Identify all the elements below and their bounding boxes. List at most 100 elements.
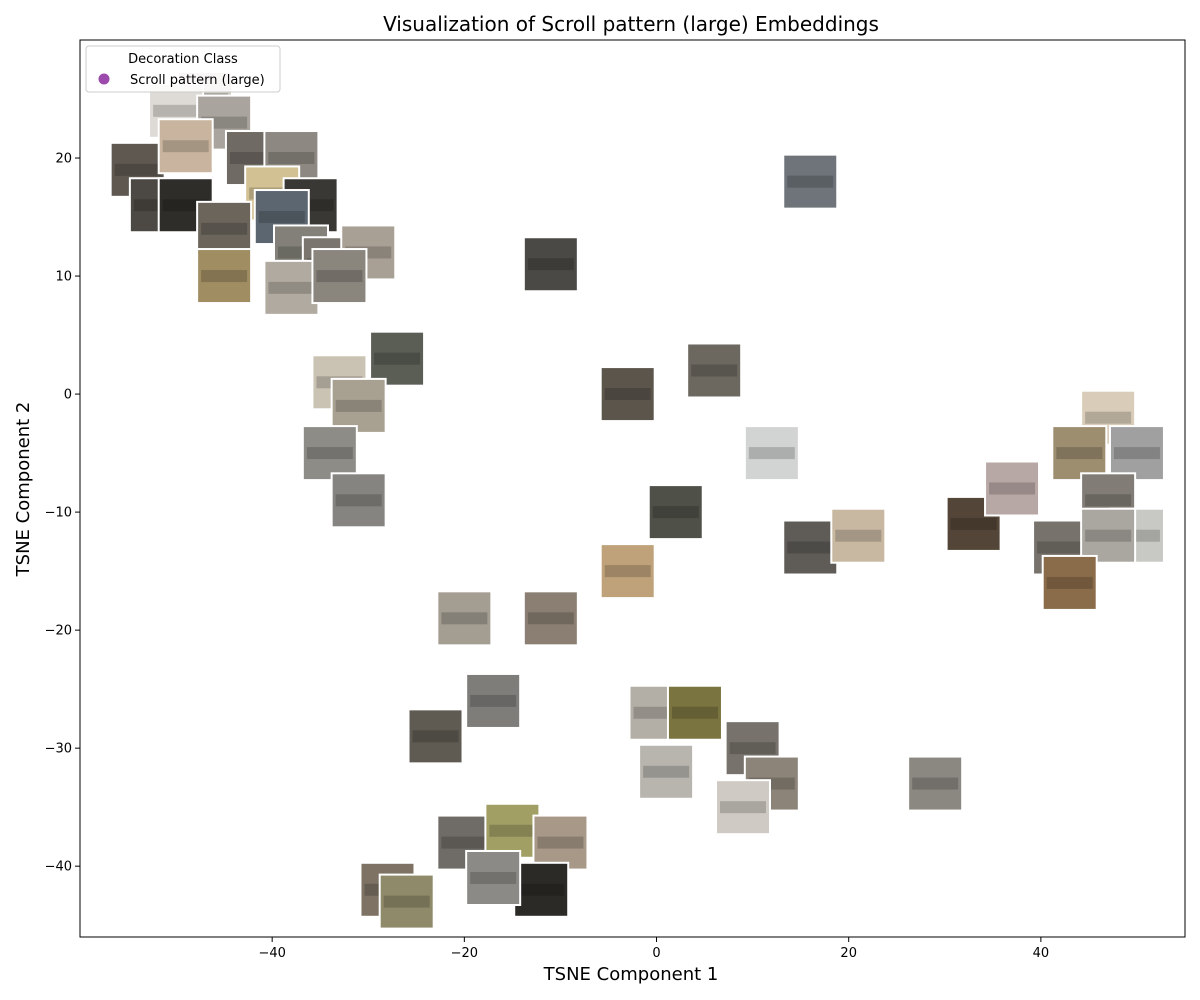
scatter-point-thumbnail [522, 236, 579, 293]
scatter-point-thumbnail [1080, 389, 1137, 446]
scatter-point-thumbnail [686, 342, 743, 399]
thumbnail-tile [196, 248, 253, 305]
thumbnail-tile [196, 200, 253, 257]
thumbnail-texture [268, 152, 315, 165]
thumbnail-tile [1108, 425, 1165, 482]
scatter-point-thumbnail [465, 849, 522, 906]
thumbnail-tile [715, 779, 771, 836]
thumbnail-tile [330, 472, 387, 529]
scatter-point-thumbnail [830, 507, 887, 564]
thumbnail-texture [201, 270, 248, 283]
y-tick-label: 10 [55, 270, 72, 285]
y-tick-label: −40 [45, 860, 72, 875]
thumbnail-texture [1113, 447, 1160, 460]
thumbnail-texture [652, 506, 699, 519]
thumbnail-tile [599, 366, 656, 423]
thumbnail-texture [114, 163, 161, 176]
x-tick-label: −40 [258, 946, 285, 961]
scatter-point-thumbnail [436, 590, 493, 647]
thumbnail-texture [153, 104, 200, 117]
thumbnail-texture [335, 494, 382, 507]
scatter-point-thumbnail [638, 743, 695, 800]
thumbnail-texture [643, 765, 690, 778]
scatter-point-thumbnail [1108, 425, 1165, 482]
scatter-point-thumbnail [301, 425, 358, 482]
thumbnail-texture [1085, 411, 1132, 424]
scatter-point-thumbnail [522, 590, 579, 647]
scatter-point-thumbnail [1080, 507, 1137, 564]
thumbnail-texture [950, 517, 997, 530]
scatter-point-thumbnail [407, 708, 464, 765]
thumbnail-texture [720, 801, 766, 814]
thumbnail-texture [441, 836, 488, 849]
thumbnail-texture [835, 529, 882, 542]
thumbnail-texture [162, 140, 209, 153]
thumbnail-texture [1085, 529, 1132, 542]
thumbnail-tile [647, 484, 704, 541]
thumbnail-tile [666, 684, 723, 741]
scatter-point-thumbnail [378, 873, 435, 930]
x-tick-label: −20 [451, 946, 478, 961]
thumbnail-tile [157, 118, 214, 175]
scatter-point-thumbnail [465, 672, 522, 729]
y-tick-label: 0 [64, 388, 72, 403]
thumbnail-texture [537, 836, 584, 849]
thumbnail-texture [441, 612, 488, 625]
thumbnail-tile [369, 330, 426, 387]
scatter-point-thumbnail [484, 802, 541, 859]
legend-entry-label: Scroll pattern (large) [130, 73, 265, 88]
thumbnail-texture [1037, 541, 1084, 554]
thumbnail-tile [599, 543, 656, 600]
thumbnail-tile [378, 873, 435, 930]
thumbnail-tile [465, 672, 522, 729]
legend-title: Decoration Class [128, 52, 238, 67]
scatter-point-thumbnail [907, 755, 964, 812]
thumbnail-tile [984, 460, 1041, 517]
y-tick-label: −30 [45, 742, 72, 757]
thumbnail-tile [301, 425, 358, 482]
thumbnail-texture [527, 258, 574, 271]
scatter-point-thumbnail [532, 814, 589, 871]
scatter-point-thumbnail [157, 118, 214, 175]
thumbnail-tile [522, 236, 579, 293]
y-tick-label: 20 [55, 152, 72, 167]
scatter-point-thumbnail [1041, 554, 1098, 611]
scatter-point-thumbnail [984, 460, 1041, 517]
thumbnail-tile [907, 755, 964, 812]
thumbnail-texture [316, 270, 363, 283]
scatter-point-thumbnail [330, 377, 387, 434]
scatter-point-thumbnail [666, 684, 723, 741]
x-tick-label: 0 [652, 946, 660, 961]
thumbnail-texture [527, 612, 574, 625]
scatter-point-thumbnail [263, 259, 320, 316]
scatter-point-thumbnail [196, 248, 253, 305]
legend: Decoration Class Scroll pattern (large) [85, 45, 281, 93]
thumbnail-tile [532, 814, 589, 871]
thumbnail-tile [686, 342, 743, 399]
thumbnail-tile [1051, 425, 1108, 482]
thumbnail-tile [1041, 554, 1098, 611]
thumbnail-tile [1080, 507, 1137, 564]
scatter-point-thumbnail [1051, 425, 1108, 482]
thumbnail-texture [412, 730, 459, 743]
thumbnail-texture [470, 871, 517, 884]
scatter-point-thumbnail [263, 130, 320, 187]
thumbnail-texture [989, 482, 1036, 495]
thumbnail-texture [691, 364, 738, 377]
thumbnail-texture [604, 388, 651, 401]
plot-area-frame [79, 39, 1186, 938]
scatter-point-thumbnail [311, 248, 368, 305]
scatter-point-thumbnail [436, 814, 493, 871]
thumbnail-texture [748, 447, 795, 460]
y-axis-title: TSNE Component 2 [13, 402, 34, 578]
scatter-point-thumbnail [715, 779, 771, 836]
thumbnail-texture [201, 222, 248, 235]
thumbnail-texture [604, 565, 651, 578]
thumbnail-texture [518, 883, 565, 896]
thumbnail-tile [830, 507, 887, 564]
thumbnail-texture [470, 694, 517, 707]
thumbnail-texture [729, 742, 776, 755]
x-tick-label: 40 [1033, 946, 1050, 961]
thumbnail-tile [330, 377, 387, 434]
